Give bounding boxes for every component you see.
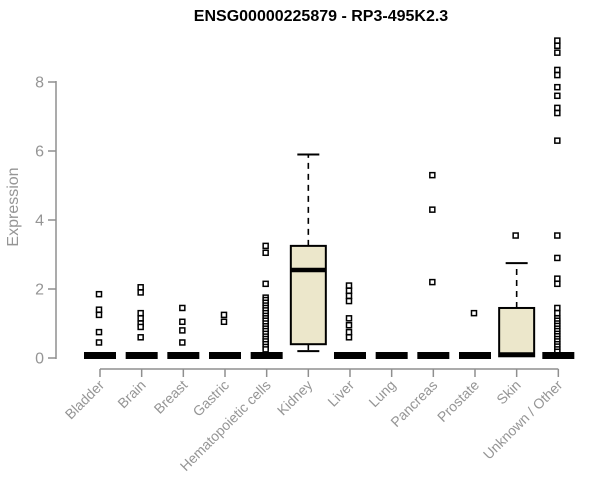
zero-box-pancreas: [417, 352, 450, 359]
x-tick-label-liver: Liver: [324, 377, 357, 410]
x-tick-label-skin: Skin: [493, 377, 524, 408]
outlier-liver-3: [345, 297, 353, 305]
x-tick-label-breast: Breast: [151, 377, 191, 417]
outlier-unknown-other-11: [554, 254, 561, 262]
outlier-liver-4: [345, 315, 353, 322]
outlier-brain-1: [137, 289, 144, 296]
zero-box-liver: [333, 352, 366, 359]
y-tick-label-4: 4: [35, 213, 44, 230]
outlier-breast-0: [179, 304, 186, 312]
box-skin: [498, 306, 536, 358]
outlier-unknown-other-8: [554, 109, 561, 117]
outlier-breast-1: [179, 318, 186, 326]
outlier-brain-3: [137, 315, 144, 322]
outlier-unknown-other-2: [554, 49, 561, 56]
outlier-prostate-0: [470, 309, 478, 317]
y-tick-label-0: 0: [35, 351, 44, 368]
outlier-hematopoietic-cells-1: [262, 249, 269, 257]
outlier-unknown-other-12: [554, 275, 561, 282]
zero-box-lung: [375, 352, 408, 359]
outlier-bladder-0: [95, 290, 103, 298]
x-tick-label-brain: Brain: [114, 377, 148, 411]
x-tick-label-prostate: Prostate: [434, 377, 482, 425]
outlier-unknown-other-7: [554, 104, 561, 112]
outlier-unknown-other-4: [554, 71, 561, 79]
outlier-skin-0: [512, 232, 519, 239]
box-kidney: [289, 244, 327, 346]
zero-box-bladder: [84, 352, 116, 359]
outlier-hematopoietic-cells-23: [262, 346, 269, 353]
outlier-liver-0: [345, 282, 353, 289]
outlier-liver-2: [345, 292, 353, 300]
x-tick-label-unknown-other: Unknown / Other: [480, 377, 566, 463]
chart-title: ENSG00000225879 - RP3-495K2.3: [193, 8, 449, 25]
outlier-unknown-other-3: [554, 66, 561, 74]
zero-box-gastric: [208, 352, 241, 359]
outlier-bladder-3: [95, 328, 103, 336]
outlier-brain-6: [137, 334, 144, 341]
x-tick-label-bladder: Bladder: [62, 377, 108, 423]
outlier-unknown-other-14: [554, 304, 561, 312]
outlier-hematopoietic-cells-0: [262, 242, 269, 250]
zero-box-prostate: [458, 352, 491, 359]
outlier-unknown-other-15: [554, 309, 561, 317]
outlier-brain-0: [137, 284, 144, 291]
outlier-unknown-other-13: [554, 280, 561, 288]
outlier-hematopoietic-cells-2: [262, 280, 269, 288]
outlier-gastric-1: [220, 318, 228, 326]
outlier-liver-6: [345, 328, 353, 336]
outlier-breast-3: [179, 339, 186, 346]
outlier-pancreas-1: [429, 206, 436, 213]
outlier-bladder-4: [95, 339, 103, 346]
outlier-liver-7: [345, 334, 353, 341]
outlier-bladder-2: [95, 311, 103, 319]
outlier-liver-5: [345, 321, 353, 329]
outlier-breast-2: [179, 327, 186, 334]
zero-box-brain: [125, 352, 158, 359]
outlier-unknown-other-10: [554, 232, 561, 239]
outlier-brain-5: [137, 323, 144, 331]
zero-box-hematopoietic-cells: [250, 352, 283, 359]
outlier-liver-1: [345, 287, 353, 294]
outlier-pancreas-2: [429, 278, 436, 286]
zero-box-breast: [167, 352, 200, 359]
outlier-gastric-0: [220, 311, 228, 319]
y-tick-label-2: 2: [35, 282, 44, 299]
zero-box-unknown-other: [542, 352, 575, 359]
outlier-unknown-other-1: [554, 42, 561, 50]
x-tick-label-kidney: Kidney: [274, 377, 316, 419]
y-tick-label-8: 8: [35, 75, 44, 92]
outlier-brain-2: [137, 309, 144, 317]
x-tick-label-lung: Lung: [365, 377, 398, 410]
outlier-pancreas-0: [429, 171, 436, 179]
outlier-unknown-other-6: [554, 92, 561, 100]
outlier-unknown-other-0: [554, 37, 561, 44]
outlier-bladder-1: [95, 306, 103, 313]
outlier-unknown-other-9: [554, 137, 561, 144]
y-tick-label-6: 6: [35, 144, 44, 161]
outlier-unknown-other-5: [554, 83, 561, 91]
